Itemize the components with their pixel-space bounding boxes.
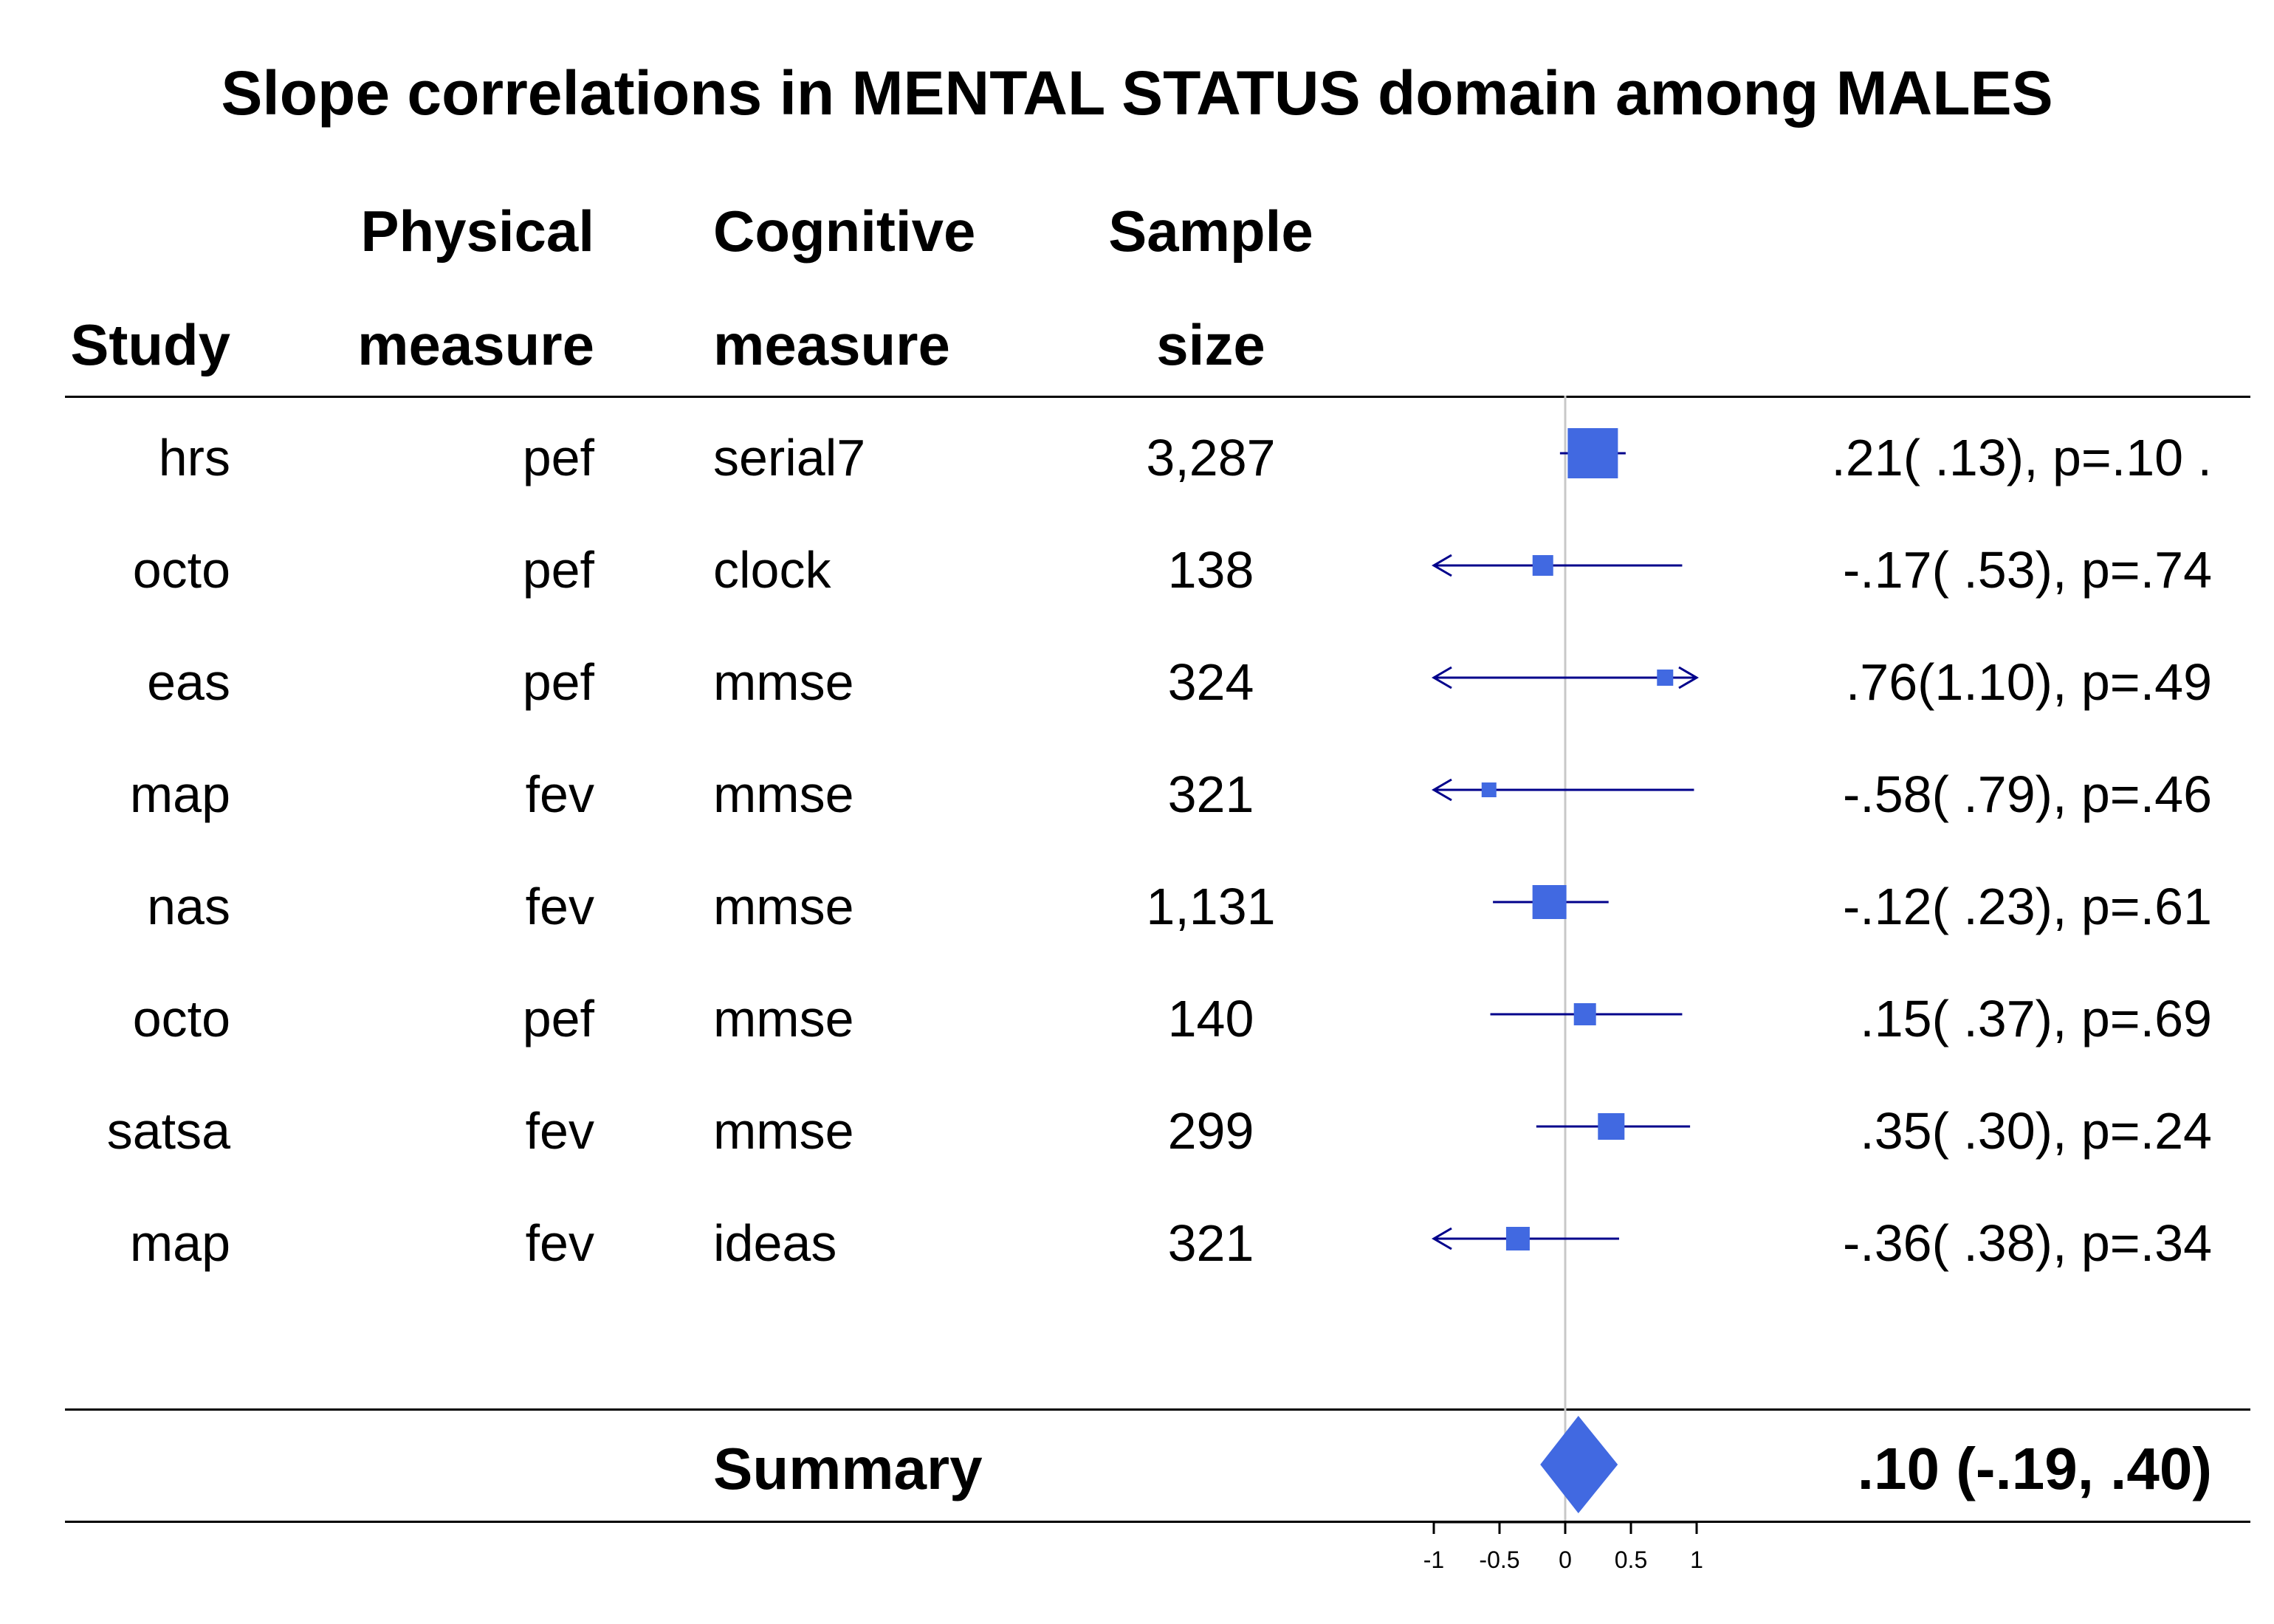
sample-size-cell: 138	[1167, 541, 1254, 599]
header-study: Study	[70, 312, 230, 377]
header-cognitive-line1: Cognitive	[713, 199, 976, 264]
estimate-label-cell: -.12( .23), p=.61	[1842, 878, 2212, 935]
estimate-label-cell: .21( .13), p=.10 .	[1831, 429, 2212, 486]
sample-size-cell: 299	[1167, 1102, 1254, 1160]
study-cell: map	[129, 765, 230, 823]
summary-label: Summary	[713, 1436, 983, 1501]
header-physical-line2: measure	[357, 312, 594, 377]
estimate-label-cell: .15( .37), p=.69	[1860, 990, 2212, 1047]
study-cell: octo	[132, 541, 230, 599]
estimate-label-cell: -.36( .38), p=.34	[1842, 1214, 2212, 1272]
header-physical-line1: Physical	[360, 199, 594, 264]
sample-size-cell: 321	[1167, 1214, 1254, 1272]
estimate-marker	[1481, 782, 1497, 797]
estimate-marker	[1657, 670, 1674, 686]
estimate-label-cell: .76(1.10), p=.49	[1845, 653, 2212, 711]
study-cell: map	[129, 1214, 230, 1272]
estimate-label-cell: -.17( .53), p=.74	[1842, 541, 2212, 599]
estimate-marker	[1598, 1113, 1625, 1140]
physical-measure-cell: fev	[525, 1214, 594, 1272]
chart-title: Slope correlations in MENTAL STATUS doma…	[221, 58, 2053, 128]
study-cell: eas	[147, 653, 230, 711]
study-cell: satsa	[106, 1102, 230, 1160]
physical-measure-cell: pef	[522, 541, 594, 599]
estimate-marker	[1505, 1227, 1530, 1250]
sample-size-cell: 1,131	[1146, 878, 1276, 935]
cognitive-measure-cell: serial7	[713, 429, 866, 486]
x-tick-label: 0	[1559, 1546, 1572, 1573]
ci-left-arrow	[1432, 778, 1452, 802]
cognitive-measure-cell: mmse	[713, 1102, 854, 1160]
study-cell: nas	[147, 878, 230, 935]
header-sample-line2: size	[1156, 312, 1265, 377]
summary-diamond	[1540, 1416, 1618, 1513]
estimate-label-cell: -.58( .79), p=.46	[1842, 765, 2212, 823]
x-tick-label: -0.5	[1479, 1546, 1519, 1573]
cognitive-measure-cell: mmse	[713, 990, 854, 1047]
header-cognitive-line2: measure	[713, 312, 950, 377]
physical-measure-cell: fev	[525, 878, 594, 935]
cognitive-measure-cell: mmse	[713, 653, 854, 711]
header-sample-line1: Sample	[1108, 199, 1313, 264]
cognitive-measure-cell: mmse	[713, 878, 854, 935]
estimate-label-cell: .35( .30), p=.24	[1860, 1102, 2212, 1160]
header-rule	[65, 396, 2250, 398]
sample-size-cell: 140	[1167, 990, 1254, 1047]
summary-value: .10 (-.19, .40)	[1857, 1436, 2212, 1501]
cognitive-measure-cell: clock	[713, 541, 831, 599]
ci-right-arrow	[1678, 666, 1699, 689]
physical-measure-cell: fev	[525, 765, 594, 823]
ci-left-arrow	[1432, 554, 1452, 577]
physical-measure-cell: pef	[522, 653, 594, 711]
x-tick-label: 1	[1690, 1546, 1703, 1573]
estimate-marker	[1532, 555, 1553, 576]
x-tick-label: -1	[1423, 1546, 1444, 1573]
study-cell: hrs	[158, 429, 230, 486]
physical-measure-cell: fev	[525, 1102, 594, 1160]
physical-measure-cell: pef	[522, 990, 594, 1047]
ci-left-arrow	[1432, 666, 1452, 689]
ci-left-arrow	[1432, 1227, 1452, 1250]
study-cell: octo	[132, 990, 230, 1047]
estimate-marker	[1573, 1003, 1596, 1025]
estimate-marker	[1532, 885, 1567, 919]
x-tick-label: 0.5	[1615, 1546, 1647, 1573]
physical-measure-cell: pef	[522, 429, 594, 486]
estimate-marker	[1567, 428, 1618, 478]
cognitive-measure-cell: ideas	[713, 1214, 837, 1272]
sample-size-cell: 324	[1167, 653, 1254, 711]
sample-size-cell: 321	[1167, 765, 1254, 823]
cognitive-measure-cell: mmse	[713, 765, 854, 823]
summary-top-rule	[65, 1408, 2250, 1411]
sample-size-cell: 3,287	[1146, 429, 1276, 486]
summary-bottom-rule	[65, 1521, 2250, 1523]
